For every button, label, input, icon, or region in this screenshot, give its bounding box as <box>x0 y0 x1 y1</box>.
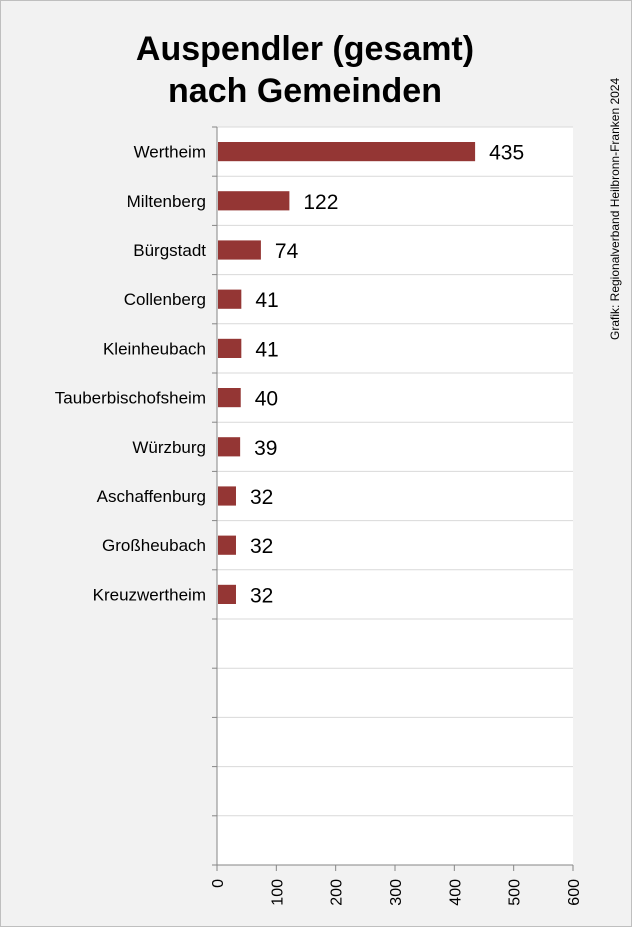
bar <box>218 486 236 506</box>
category-label: Großheubach <box>102 536 206 555</box>
value-tick-label: 200 <box>329 879 346 906</box>
chart-title-line-2: nach Gemeinden <box>168 72 442 110</box>
bar <box>218 388 241 408</box>
category-label: Wertheim <box>134 143 206 162</box>
value-tick-label: 400 <box>447 879 464 906</box>
data-label: 41 <box>255 338 278 361</box>
bar <box>218 584 236 604</box>
data-label: 32 <box>250 584 273 607</box>
data-label: 435 <box>489 142 524 165</box>
value-tick-label: 500 <box>507 879 524 906</box>
data-label: 32 <box>250 535 273 558</box>
category-label: Kleinheubach <box>103 339 206 358</box>
data-label: 41 <box>255 289 278 312</box>
chart-title: Auspendler (gesamt) nach Gemeinden <box>0 28 610 112</box>
bar <box>218 289 242 309</box>
value-tick-label: 0 <box>210 879 227 888</box>
bar <box>218 142 476 162</box>
category-label: Kreuzwertheim <box>93 585 206 604</box>
category-label: Collenberg <box>124 290 206 309</box>
value-tick-label: 600 <box>566 879 583 906</box>
plot-area <box>217 127 573 865</box>
category-label: Bürgstadt <box>133 241 206 260</box>
bar <box>218 437 241 457</box>
category-label: Würzburg <box>132 438 206 457</box>
value-tick-label: 300 <box>388 879 405 906</box>
value-tick-label: 100 <box>269 879 286 906</box>
chart-title-line-1: Auspendler (gesamt) <box>135 30 475 68</box>
bar <box>218 338 242 358</box>
data-label: 122 <box>303 191 338 214</box>
data-label: 74 <box>275 240 299 263</box>
category-label: Tauberbischofsheim <box>55 389 206 408</box>
data-label: 39 <box>254 437 277 460</box>
category-label: Aschaffenburg <box>97 487 206 506</box>
bar <box>218 191 290 211</box>
category-label: Miltenberg <box>127 192 206 211</box>
bar <box>218 535 236 555</box>
data-label: 32 <box>250 486 273 509</box>
data-label: 40 <box>255 388 278 411</box>
bar <box>218 240 261 260</box>
